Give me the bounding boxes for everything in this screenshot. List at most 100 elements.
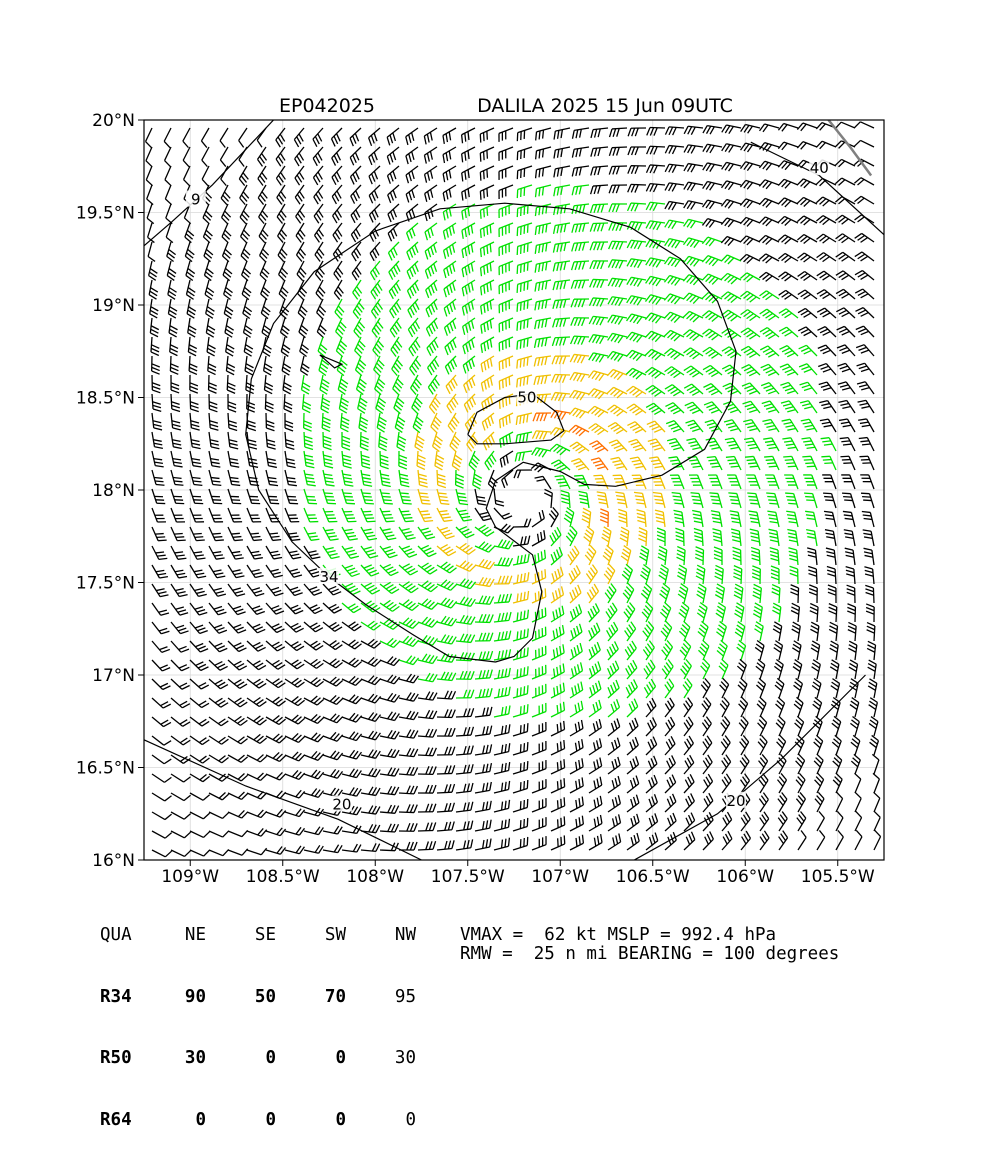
barb-feather: [441, 503, 450, 504]
barb-feather: [429, 553, 437, 557]
barb-feather: [706, 368, 713, 372]
barb-feather: [860, 403, 868, 405]
barb-feather: [801, 329, 809, 333]
wind-barb: [684, 219, 703, 228]
barb-feather: [403, 532, 411, 534]
barb-feather: [656, 260, 661, 267]
barb-feather: [788, 447, 796, 448]
barb-feather: [769, 529, 777, 531]
barb-feather: [468, 208, 469, 216]
barb-feather: [637, 521, 645, 523]
wind-barb: [261, 280, 270, 300]
wind-barb: [610, 457, 627, 470]
barb-feather: [635, 410, 642, 415]
barb-feather: [394, 305, 398, 312]
barb-feather: [616, 242, 619, 250]
barb-feather: [545, 338, 547, 346]
barb-feather: [694, 536, 702, 538]
barb-feather: [288, 485, 296, 486]
barb-feather: [447, 536, 455, 539]
wind-barb: [665, 403, 684, 414]
barb-feather: [434, 264, 437, 272]
barb-feather: [465, 171, 466, 179]
wind-barb: [760, 346, 779, 357]
barb-feather: [608, 423, 615, 427]
wind-barb: [740, 291, 760, 302]
barb-feather: [175, 484, 184, 485]
barb-feather: [370, 556, 378, 558]
barb-feather: [646, 221, 650, 228]
barb-feather: [805, 497, 814, 498]
wind-barb: [207, 337, 215, 356]
barb-feather: [389, 291, 393, 298]
wind-barb: [517, 299, 532, 312]
barb-feather: [582, 515, 590, 519]
barb-feather: [244, 352, 251, 356]
wind-barb: [171, 489, 184, 504]
barb-feather: [637, 517, 645, 519]
barb-feather: [553, 319, 555, 327]
wind-barb: [778, 123, 798, 131]
barb-feather: [464, 405, 467, 413]
barb-feather: [571, 318, 574, 326]
barb-feather: [749, 391, 757, 394]
barb-feather: [360, 421, 368, 425]
barb-feather: [726, 423, 734, 425]
barb-feather: [709, 493, 718, 494]
wind-barb: [665, 183, 684, 192]
barb-feather: [524, 358, 525, 367]
barb-feather: [533, 413, 536, 421]
wind-barb: [426, 299, 437, 317]
wind-barb: [677, 546, 686, 565]
barb-feather: [273, 540, 282, 541]
barb-feather: [668, 387, 675, 391]
wind-barb: [571, 318, 589, 326]
barb-feather: [517, 303, 518, 312]
barb-feather: [563, 337, 566, 345]
barb-feather: [706, 386, 714, 390]
barb-shaft: [844, 308, 855, 318]
barb-feather: [649, 457, 657, 458]
barb-feather: [331, 139, 335, 147]
wind-barb: [406, 185, 418, 202]
wind-barb: [840, 456, 855, 470]
barb-feather: [563, 318, 565, 326]
barb-shaft: [861, 196, 874, 204]
barb-feather: [446, 386, 450, 394]
barb-feather: [313, 139, 317, 147]
barb-feather: [536, 170, 537, 178]
barb-feather: [729, 463, 738, 464]
wind-barb: [282, 356, 291, 375]
wind-barb: [550, 527, 561, 546]
wind-barb: [589, 335, 608, 344]
barb-feather: [355, 152, 358, 160]
barb-feather: [346, 533, 354, 534]
barb-feather: [324, 462, 332, 464]
barb-feather: [202, 160, 208, 166]
barb-feather: [747, 370, 755, 374]
barb-feather: [561, 224, 563, 232]
barb-feather: [415, 302, 419, 310]
wind-barb: [703, 144, 722, 153]
wind-barb: [797, 216, 817, 225]
wind-barb: [722, 347, 741, 358]
wind-barb: [393, 375, 404, 395]
wind-barb: [569, 425, 589, 436]
barb-feather: [703, 365, 710, 369]
wind-barb: [399, 508, 414, 522]
barb-feather: [313, 158, 317, 166]
wind-barb: [854, 178, 874, 185]
wind-barb: [209, 413, 218, 430]
barb-shaft: [786, 309, 798, 318]
barb-feather: [684, 182, 688, 189]
barb-feather: [351, 556, 359, 558]
barb-feather: [595, 446, 603, 450]
wind-barb: [751, 547, 760, 565]
wind-barb: [843, 511, 855, 527]
barb-feather: [750, 503, 759, 504]
barb-feather: [616, 166, 619, 174]
barb-feather: [506, 378, 507, 387]
barb-feather: [514, 470, 517, 478]
barb-feather: [571, 281, 574, 289]
barb-feather: [673, 500, 682, 501]
